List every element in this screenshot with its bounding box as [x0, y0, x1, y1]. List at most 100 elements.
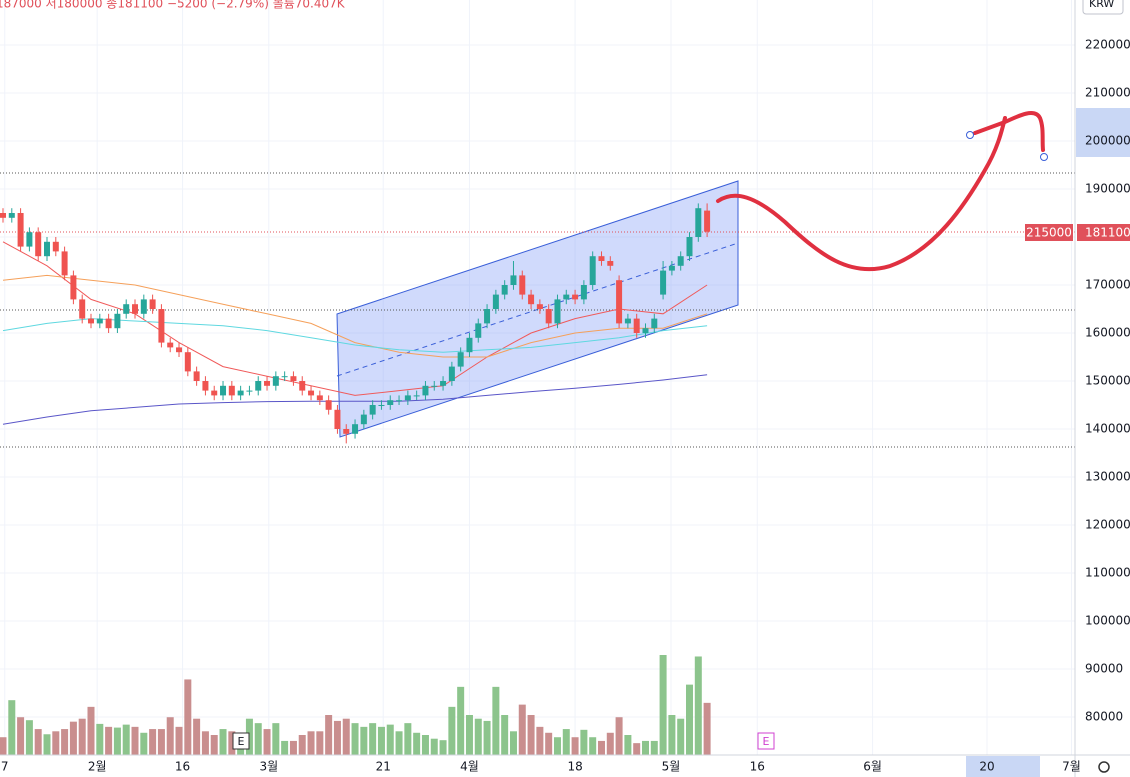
volume-bar	[527, 715, 535, 755]
volume-bar	[105, 726, 113, 755]
candle-body	[193, 371, 200, 381]
volume-bar	[360, 726, 368, 755]
candle-body	[668, 265, 675, 271]
volume-bar	[413, 732, 421, 755]
event-marker-label: E	[238, 735, 245, 748]
candle-body	[572, 294, 579, 300]
candle-body	[176, 347, 183, 353]
volume-bar	[149, 729, 157, 755]
y-tick-label: 120000	[1085, 517, 1130, 531]
volume-bar	[289, 740, 297, 755]
volume-bar	[316, 731, 324, 755]
volume-bar	[483, 720, 491, 755]
volume-bar	[589, 737, 597, 755]
volume-bar	[61, 729, 69, 755]
y-tick-label: 160000	[1085, 325, 1130, 339]
volume-bar	[175, 726, 183, 755]
candle-body	[589, 256, 596, 285]
candle-body	[448, 366, 455, 381]
x-tick-label: 18	[567, 760, 582, 774]
volume-bar	[474, 718, 482, 755]
candle-body	[624, 318, 631, 324]
volume-bar	[659, 655, 667, 755]
event-marker-label: E	[763, 735, 770, 748]
currency-button[interactable]	[1082, 0, 1124, 15]
volume-bar	[325, 715, 333, 755]
volume-bar	[615, 717, 623, 755]
volume-bar	[571, 737, 579, 755]
candle-body	[167, 342, 174, 348]
candle-body	[651, 318, 658, 329]
drawing-handle[interactable]	[966, 131, 974, 139]
volume-bar	[386, 724, 394, 755]
volume-bar	[404, 723, 412, 755]
volume-bar	[377, 726, 385, 755]
brush-drawing	[973, 111, 1045, 152]
candle-body	[96, 318, 103, 324]
candle-body	[369, 404, 376, 415]
candle-body	[704, 210, 711, 232]
alert-label-box	[1025, 224, 1073, 241]
candle-body	[140, 299, 147, 314]
candle-body	[396, 400, 403, 402]
settings-button[interactable]	[1098, 761, 1110, 773]
y-tick-label: 220000	[1085, 37, 1130, 51]
y-tick-label: 100000	[1085, 613, 1130, 627]
volume-bar	[518, 704, 526, 755]
axes: 80000 90000 100000 110000 120000 130000 140000…	[1, 37, 1130, 773]
candle-body	[466, 337, 473, 353]
candle-body	[220, 385, 227, 396]
drawing-handle[interactable]	[1040, 153, 1048, 161]
candle-body	[475, 323, 482, 338]
volume-bar	[166, 717, 174, 755]
candle-body	[413, 395, 420, 397]
candle-body	[352, 424, 359, 434]
volume-bar	[96, 723, 104, 755]
x-tick-label: 16	[175, 760, 190, 774]
volume-bar	[694, 656, 702, 755]
volume-bar	[210, 735, 218, 755]
candle-body	[431, 385, 438, 387]
candle-body	[607, 260, 614, 266]
x-tick-label: 20	[979, 760, 994, 774]
volume-bar	[157, 729, 165, 755]
volume-bar	[457, 686, 465, 755]
candle-body	[43, 241, 50, 257]
candle-body	[404, 395, 411, 401]
candle-body	[149, 299, 156, 309]
y-tick-label: 200000	[1085, 133, 1130, 147]
volume-bar	[131, 726, 139, 755]
candle-body	[61, 251, 68, 276]
alert-label: 215000	[1026, 226, 1072, 240]
candle-body	[17, 212, 24, 247]
candle-body	[616, 280, 623, 324]
volume-bar	[342, 718, 350, 755]
y-tick-label: 150000	[1085, 373, 1130, 387]
volume-bar	[281, 740, 289, 755]
volume-bar	[606, 732, 614, 755]
volume-bar	[369, 723, 377, 755]
candle-body	[228, 385, 235, 396]
candle-body	[378, 404, 385, 406]
y-tick-label: 140000	[1085, 421, 1130, 435]
volume-bar	[263, 729, 271, 755]
volume-bar	[421, 735, 429, 755]
volume-bar	[25, 720, 33, 755]
candle-body	[677, 256, 684, 266]
x-tick-label: 21	[376, 760, 391, 774]
volume-bar	[34, 729, 42, 755]
candle-body	[545, 308, 552, 324]
volume-bar	[633, 743, 641, 755]
event-marker[interactable]	[232, 732, 250, 750]
candle-body	[132, 304, 139, 314]
volume-bar	[492, 686, 500, 755]
volume-bar	[228, 731, 236, 755]
volume-bar	[201, 731, 209, 755]
event-marker[interactable]	[757, 732, 775, 750]
x-tick-label: 7	[1, 760, 9, 774]
volume-bar	[580, 729, 588, 755]
candle-body	[660, 270, 667, 295]
volume-bar	[122, 724, 130, 755]
volume-bar	[439, 740, 447, 755]
candle-body	[360, 414, 367, 425]
